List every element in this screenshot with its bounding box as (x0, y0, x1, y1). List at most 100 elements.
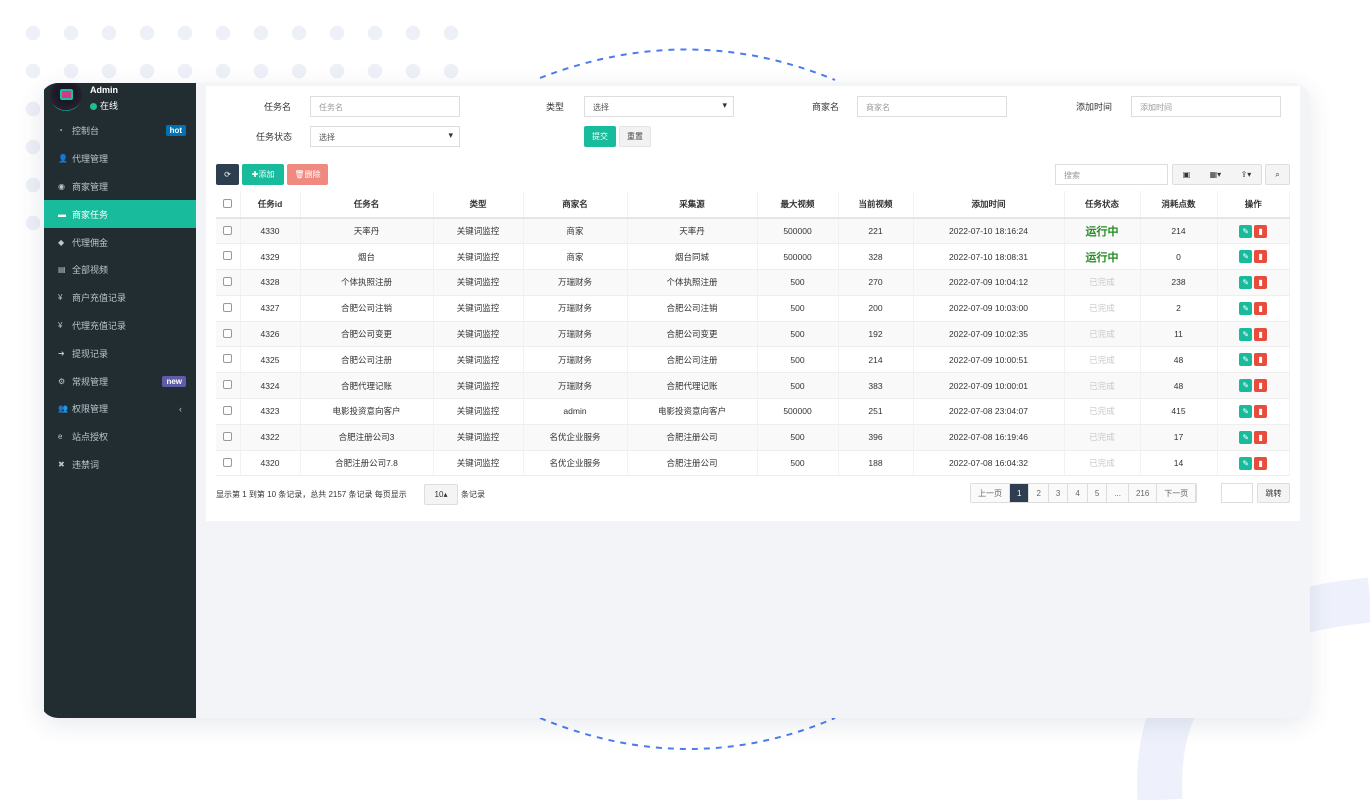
column-header[interactable]: 消耗点数 (1140, 191, 1218, 219)
sidebar-item-1[interactable]: 👤 代理管理 (44, 145, 196, 173)
edit-icon[interactable]: ✎ (1239, 275, 1253, 289)
edit-icon[interactable]: ✎ (1239, 353, 1253, 367)
merchant-input[interactable]: 商家名 (857, 96, 1007, 117)
sidebar-item-12[interactable]: ✖ 违禁词 (44, 451, 196, 479)
type-select[interactable]: 选择 (584, 96, 734, 117)
row-actions: ✎ ▮ (1217, 321, 1290, 348)
sidebar-item-0[interactable]: ◔ 控制台 hot (44, 117, 196, 145)
edit-icon[interactable]: ✎ (1239, 224, 1253, 238)
sidebar-item-3[interactable]: ▬ 商家任务 (44, 200, 196, 229)
sign-in-icon: ➜ (58, 348, 65, 358)
refresh-button[interactable]: ⟳ (216, 164, 239, 185)
cell: 2022-07-09 10:00:01 (913, 372, 1065, 400)
trash-icon[interactable]: ▮ (1254, 379, 1268, 393)
submit-button[interactable]: 提交 (584, 126, 616, 147)
task-name-input[interactable]: 任务名 (310, 96, 460, 117)
sidebar-item-8[interactable]: ➜ 提现记录 (44, 339, 196, 367)
export-icon[interactable]: ⇪▾ (1240, 170, 1252, 179)
trash-icon[interactable]: ▮ (1254, 404, 1268, 418)
cell: 关键词监控 (433, 450, 524, 477)
edit-icon[interactable]: ✎ (1239, 250, 1253, 264)
tasks-table: 任务id 任务名 类型 商家名 采集源 最大视频 当前视频 添加时间 任务状态 消耗点数 操作 43… (216, 191, 1290, 477)
add-button[interactable]: ✚ 添加 (242, 164, 284, 185)
edit-icon[interactable]: ✎ (1239, 327, 1253, 341)
page-button[interactable]: 2 (1029, 484, 1049, 502)
sidebar-item-9[interactable]: ⚙ 常规管理 new (44, 367, 196, 395)
row-checkbox[interactable] (216, 424, 241, 451)
row-checkbox[interactable] (216, 372, 241, 400)
column-header[interactable]: 任务id (240, 191, 301, 219)
page-size-select[interactable]: 10 ▴ (424, 484, 458, 505)
row-checkbox[interactable] (216, 295, 241, 322)
edit-icon[interactable]: ✎ (1239, 301, 1253, 315)
row-checkbox[interactable] (216, 321, 241, 348)
row-checkbox[interactable] (216, 450, 241, 477)
row-checkbox[interactable] (216, 346, 241, 374)
row-checkbox[interactable] (216, 218, 241, 245)
page-button[interactable]: 5 (1087, 484, 1108, 502)
sidebar-item-10[interactable]: 👥 权限管理 ‹ (44, 395, 196, 423)
page-button[interactable]: 216 (1128, 484, 1158, 502)
trash-icon[interactable]: ▮ (1254, 250, 1268, 264)
trash-icon[interactable]: ▮ (1254, 224, 1268, 238)
edit-icon[interactable]: ✎ (1239, 379, 1253, 393)
toggle-view-icon[interactable]: ▣ (1182, 170, 1191, 179)
search-icon: ⌕ (1275, 169, 1280, 179)
cell: 48 (1140, 346, 1218, 374)
trash-icon[interactable]: ▮ (1254, 353, 1268, 367)
sidebar-item-7[interactable]: ¥ 代理充值记录 (44, 312, 196, 340)
page-button[interactable]: ... (1107, 484, 1129, 502)
trash-icon[interactable]: ▮ (1254, 430, 1268, 444)
refresh-icon: ⟳ (224, 170, 231, 179)
time-input[interactable]: 添加时间 (1131, 96, 1281, 117)
jump-page-input[interactable] (1221, 483, 1253, 503)
reset-button[interactable]: 重置 (619, 126, 651, 147)
column-header[interactable]: 任务状态 (1064, 191, 1141, 219)
column-header[interactable]: 任务名 (300, 191, 434, 219)
cell: 烟台 (300, 243, 434, 271)
page-button[interactable]: 1 (1010, 484, 1030, 502)
cell: 关键词监控 (433, 346, 524, 374)
search-input[interactable]: 搜索 (1055, 164, 1168, 185)
records-summary: 显示第 1 到第 10 条记录，总共 2157 条记录 每页显示 (216, 490, 407, 499)
chevron-left-icon: ‹ (179, 403, 182, 414)
edit-icon[interactable]: ✎ (1239, 456, 1253, 470)
cell: 415 (1140, 398, 1218, 425)
page-button[interactable]: 4 (1068, 484, 1088, 502)
cell: 个体执照注册 (627, 269, 758, 296)
sidebar-item-5[interactable]: ▤ 全部视频 (44, 256, 196, 284)
sidebar-item-4[interactable]: ◆ 代理佣金 (44, 228, 196, 256)
next-page-button[interactable]: 下一页 (1157, 484, 1197, 502)
cell: 2022-07-10 18:08:31 (913, 243, 1065, 271)
row-checkbox[interactable] (216, 398, 241, 425)
sidebar-item-label: 提现记录 (72, 348, 109, 359)
column-header[interactable]: 商家名 (523, 191, 628, 219)
edit-icon[interactable]: ✎ (1239, 404, 1253, 418)
search-button[interactable]: ⌕ (1265, 164, 1290, 185)
trash-icon[interactable]: ▮ (1254, 327, 1268, 341)
sidebar-item-6[interactable]: ¥ 商户充值记录 (44, 284, 196, 312)
trash-icon[interactable]: ▮ (1254, 301, 1268, 315)
sidebar-item-2[interactable]: ◉ 商家管理 (44, 173, 196, 201)
time-label: 添加时间 (1076, 102, 1113, 112)
edit-icon[interactable]: ✎ (1239, 430, 1253, 444)
columns-icon[interactable]: ▦▾ (1209, 170, 1222, 179)
column-header[interactable]: 最大视频 (757, 191, 839, 219)
trash-icon[interactable]: ▮ (1254, 456, 1268, 470)
column-header[interactable]: 类型 (433, 191, 524, 219)
cell: 万瑞财务 (523, 346, 628, 374)
column-header[interactable]: 当前视频 (838, 191, 914, 219)
delete-button[interactable]: 🗑 删除 (287, 164, 328, 185)
trash-icon[interactable]: ▮ (1254, 275, 1268, 289)
jump-button[interactable]: 跳转 (1257, 483, 1290, 503)
sidebar-item-11[interactable]: e 站点授权 (44, 423, 196, 451)
column-header[interactable]: 添加时间 (913, 191, 1065, 219)
column-header[interactable]: 操作 (1217, 191, 1290, 219)
row-checkbox[interactable] (216, 243, 241, 271)
row-checkbox[interactable] (216, 269, 241, 296)
status-select[interactable]: 选择 (310, 126, 460, 147)
prev-page-button[interactable]: 上一页 (971, 484, 1010, 502)
select-all-checkbox[interactable] (216, 191, 241, 219)
page-button[interactable]: 3 (1048, 484, 1069, 502)
column-header[interactable]: 采集源 (627, 191, 758, 219)
